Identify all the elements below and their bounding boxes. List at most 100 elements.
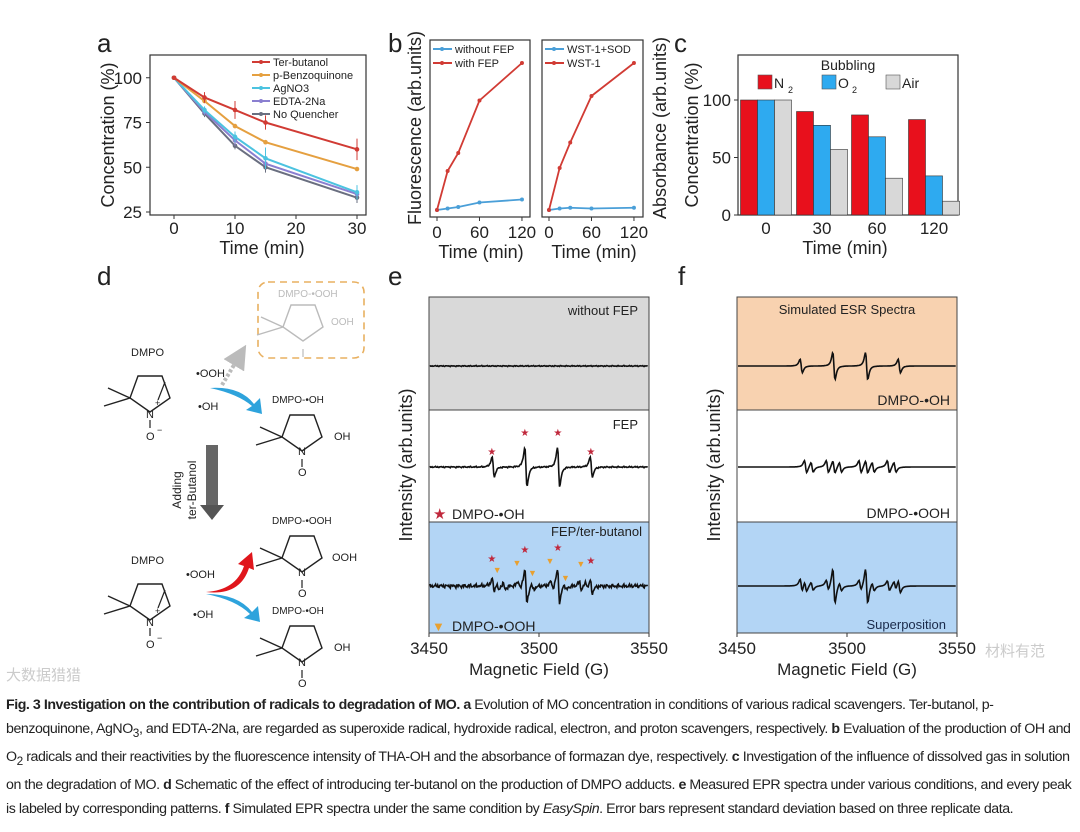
caption-c: c [731,749,740,766]
bar-Air-120 [942,200,960,216]
bar-Air-0 [774,99,792,216]
caption-b: b [831,721,840,738]
dmpo-ooh-label: DMPO-•OOH [272,516,332,527]
dmpo-oh-label: DMPO-•OH [272,606,324,617]
watermark-right: 材料有范 [985,643,1046,660]
oh-group: OH [334,642,351,654]
blue-arrow-oh [210,387,262,414]
legend-label: with FEP [454,58,499,70]
spectrum-label: DMPO-•OH [877,392,950,408]
chart-f: Intensity (arb.units) Magnetic Field (G)… [704,296,976,679]
plus-charge: + [155,606,160,616]
dmpo-oh-label: DMPO-•OH [272,395,324,406]
oh-group: OH [334,431,351,443]
oh-radical-label: •OH [198,401,218,413]
sub: 3 [132,726,140,741]
spectrum-panel [736,409,958,523]
spectrum-label: DMPO-•OOH [867,505,950,521]
star-marker-icon: ★ [433,506,446,523]
chart-c: Concentration (%) Time (min) Bubbling 0 5… [682,54,960,258]
data-point [589,206,594,211]
panel-label-b: b [388,28,402,58]
caption-easyspin: EasySpin [542,801,600,818]
data-point [232,134,238,140]
bar-N2-0 [740,99,758,216]
blue-arrow-oh [206,594,260,622]
down-arrow-head [200,505,224,520]
data-point [631,61,636,65]
spectrum-panel [736,521,958,634]
chart-title: Simulated ESR Spectra [779,302,916,317]
data-point [263,120,268,125]
sub: 2 [16,754,24,769]
figure-3: a b c d e f Concentration (%) Time (min)… [97,28,976,690]
x-tick-label: 0 [432,223,441,242]
triangle-marker-icon: ▼ [432,619,445,634]
legend-subscript: 2 [788,85,793,95]
bar-N2-30 [796,111,814,216]
x-tick-label: 3500 [520,639,558,658]
series-line-with FEP [436,62,523,211]
axes-frame-left [429,39,531,218]
data-point [631,205,636,210]
dmpo-label: DMPO [131,347,164,359]
x-tick-label: 60 [470,223,489,242]
star-marker-icon: ★ [553,428,562,439]
data-point [171,75,177,81]
x-axis-label-left: Time (min) [438,242,523,262]
legend-label: DMPO-•OH [452,506,525,522]
x-tick-label: 0 [169,219,178,238]
legend-marker [440,61,444,65]
caption-a: a [463,697,471,713]
spectrum-trace [738,567,956,606]
caption-b-text2: radicals and their reactivities by the f… [22,749,729,766]
dashed-down-arrow [206,445,218,505]
caption-e: e [678,777,686,794]
spectrum-label: Superposition [867,617,947,632]
legend-title: Bubbling [821,57,876,73]
o-atom: O [298,588,307,600]
n-atom: N [298,657,306,669]
caption-c-text: Investigation of the influence of dissol… [6,749,1070,794]
ooh-radical-label: •OOH [196,368,225,380]
triangle-marker-icon: ▼ [546,556,555,566]
y-axis-label: Intensity (arb.units) [396,388,416,541]
data-point [354,190,360,195]
o-atom: O [298,467,307,479]
legend-marker [552,61,556,65]
data-point [445,169,450,173]
legend-label: WST-1 [567,58,601,70]
caption-f-text: Simulated EPR spectra under the same con… [229,801,543,818]
y-tick-label: 0 [722,206,731,225]
x-tick-label: 120 [920,219,948,238]
legend-label: WST-1+SOD [567,44,631,56]
panel-label-e: e [388,261,402,291]
caption-title: Fig. 3 Investigation on the contribution… [6,697,460,713]
x-tick-label: 3500 [828,639,866,658]
x-tick-label: 3450 [410,639,448,658]
spectrum-label: FEP [613,417,638,432]
x-axis-label: Magnetic Field (G) [469,660,609,679]
y-tick-label: 50 [123,158,142,177]
y-tick-label: 100 [703,91,731,110]
legend-subscript: 2 [852,85,857,95]
watermark-left: 大数据猎猎 [6,667,82,684]
x-axis-label-right: Time (min) [551,242,636,262]
triangle-marker-icon: ▼ [493,565,502,575]
x-tick-label: 120 [620,223,648,242]
spectrum-label: without FEP [567,303,638,318]
spectrum-trace [738,350,956,382]
x-axis-label: Time (min) [802,238,887,258]
legend-label: DMPO-•OOH [452,618,535,634]
data-point [477,200,482,205]
caption-d: d [163,777,172,794]
bar-O2-30 [813,125,831,216]
triangle-marker-icon: ▼ [513,558,522,568]
legend-swatch [885,74,901,90]
star-marker-icon: ★ [586,447,595,458]
spectrum-trace [429,569,649,605]
spectrum-panel [428,296,650,411]
ghost-ooh-group: OOH [331,317,354,328]
legend-marker [259,86,263,90]
data-point [456,205,461,209]
